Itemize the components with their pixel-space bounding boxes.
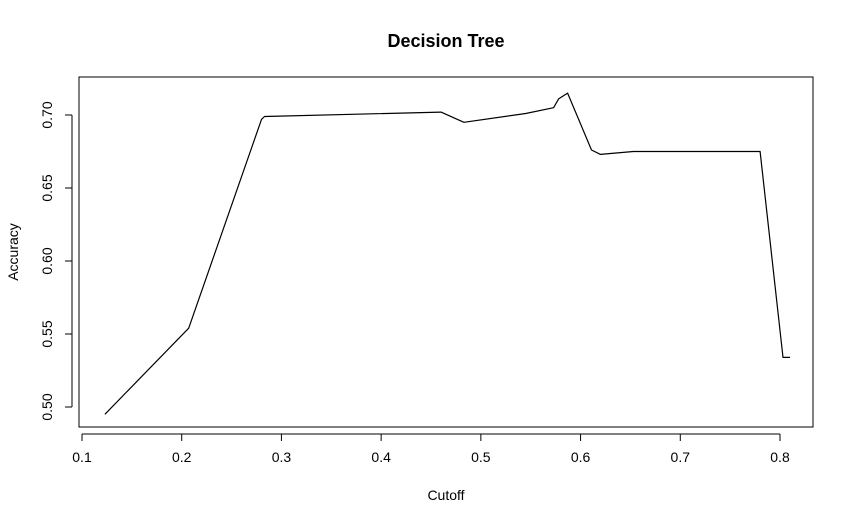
x-tick-label: 0.2 bbox=[172, 449, 192, 465]
plot-frame bbox=[78, 76, 814, 428]
x-tick-label: 0.3 bbox=[272, 449, 292, 465]
x-tick-label: 0.6 bbox=[571, 449, 591, 465]
y-tick-label: 0.60 bbox=[39, 247, 55, 274]
y-tick-label: 0.70 bbox=[39, 101, 55, 128]
series-line bbox=[104, 92, 790, 415]
y-tick-label: 0.50 bbox=[39, 393, 55, 420]
chart-title: Decision Tree bbox=[387, 31, 504, 51]
y-tick-label: 0.65 bbox=[39, 174, 55, 201]
x-tick-label: 0.1 bbox=[72, 449, 92, 465]
x-tick-label: 0.4 bbox=[371, 449, 391, 465]
x-tick-label: 0.8 bbox=[770, 449, 790, 465]
x-axis: 0.1 0.2 0.3 0.4 0.5 0.6 0.7 0.8 bbox=[72, 433, 790, 465]
x-tick-label: 0.7 bbox=[671, 449, 691, 465]
y-axis-label: Accuracy bbox=[5, 223, 21, 281]
y-tick-label: 0.55 bbox=[39, 320, 55, 347]
x-tick-label: 0.5 bbox=[471, 449, 491, 465]
x-axis-label: Cutoff bbox=[427, 487, 464, 503]
series-layer bbox=[104, 92, 790, 415]
y-axis: 0.50 0.55 0.60 0.65 0.70 bbox=[39, 101, 73, 421]
